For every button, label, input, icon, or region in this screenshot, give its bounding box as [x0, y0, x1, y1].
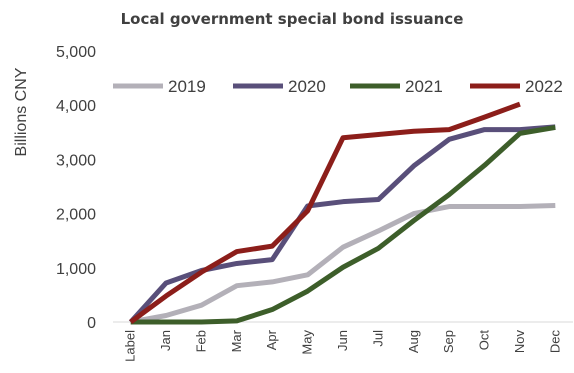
- legend: 2019 2020 2021 2022: [113, 77, 563, 96]
- y-tick-label: 3,000: [56, 152, 96, 169]
- legend-label-2020: 2020: [288, 77, 326, 96]
- x-tick-label: Dec: [547, 330, 562, 354]
- series-lines: [128, 101, 556, 325]
- y-tick-label: 2,000: [56, 207, 96, 224]
- x-tick-label: Oct: [477, 330, 492, 351]
- x-tick-label: Jun: [335, 330, 350, 351]
- x-tick-label: Mar: [229, 329, 244, 352]
- x-tick-label: May: [300, 330, 315, 355]
- x-axis-ticks: Label Jan Feb Mar Apr May Jun Jul Aug Sep Oct Nov De…: [123, 329, 563, 361]
- x-tick-label: Aug: [406, 330, 421, 353]
- chart-title: Local government special bond issuance: [121, 10, 464, 28]
- y-tick-label: 4,000: [56, 98, 96, 115]
- legend-label-2021: 2021: [405, 77, 443, 96]
- x-tick-label: Feb: [193, 330, 208, 352]
- x-tick-label: Sep: [441, 330, 456, 353]
- x-tick-label: Jul: [370, 330, 385, 347]
- legend-label-2019: 2019: [168, 77, 206, 96]
- y-tick-label: 1,000: [56, 261, 96, 278]
- series-line-2022: [129, 101, 521, 325]
- series-line-2021: [130, 124, 556, 325]
- y-tick-label: 5,000: [56, 44, 96, 61]
- y-axis-label: Billions CNY: [13, 67, 30, 156]
- legend-label-2022: 2022: [525, 77, 563, 96]
- y-tick-label: 0: [87, 315, 96, 332]
- x-tick-label: Apr: [264, 329, 279, 350]
- x-tick-label: Label: [123, 330, 138, 362]
- x-tick-label: Jan: [158, 330, 173, 351]
- y-axis-ticks: 0 1,000 2,000 3,000 4,000 5,000: [56, 44, 96, 332]
- series-line-2019: [130, 202, 556, 325]
- x-tick-label: Nov: [512, 330, 527, 354]
